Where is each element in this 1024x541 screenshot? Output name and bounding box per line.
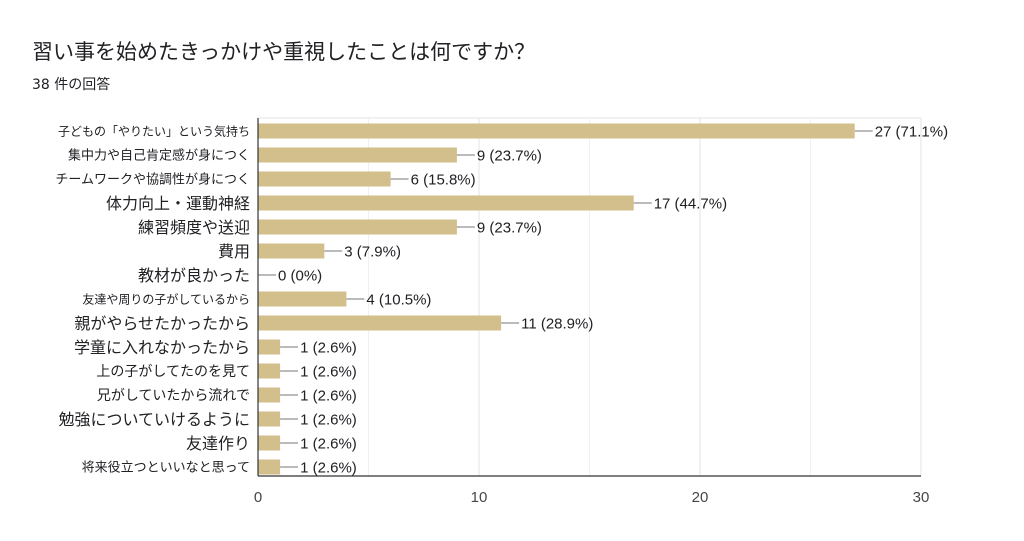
category-label: 教材が良かった bbox=[138, 266, 250, 285]
bar bbox=[258, 339, 281, 355]
response-count: 38 件の回答 bbox=[32, 77, 111, 93]
x-tick-label-0: 0 bbox=[254, 489, 262, 506]
data-label: 27 (71.1%) bbox=[875, 124, 948, 141]
bar bbox=[258, 195, 634, 211]
data-label: 11 (28.9%) bbox=[521, 316, 593, 333]
category-label: 友達や周りの子がしているから bbox=[82, 291, 250, 306]
data-label: 1 (2.6%) bbox=[300, 460, 357, 477]
category-label: 体力向上・運動神経 bbox=[106, 194, 250, 213]
category-label: チームワークや協調性が身につく bbox=[55, 172, 250, 188]
data-label: 3 (7.9%) bbox=[344, 244, 401, 261]
data-label: 9 (23.7%) bbox=[477, 148, 542, 165]
category-label: 上の子がしてたのを見て bbox=[96, 364, 250, 380]
x-tick-label-10: 10 bbox=[471, 489, 488, 506]
data-label: 6 (15.8%) bbox=[411, 172, 476, 189]
category-label: 集中力や自己肯定感が身につく bbox=[68, 148, 250, 164]
data-label: 1 (2.6%) bbox=[300, 436, 357, 453]
x-tick-label-30: 30 bbox=[913, 489, 930, 506]
bar bbox=[258, 363, 281, 379]
bar bbox=[258, 243, 325, 259]
bar bbox=[258, 147, 457, 163]
data-label: 1 (2.6%) bbox=[300, 388, 357, 405]
bar bbox=[258, 387, 281, 403]
category-label: 友達作り bbox=[186, 434, 250, 453]
category-label: 練習頻度や送迎 bbox=[138, 218, 250, 237]
category-label: 費用 bbox=[218, 242, 250, 261]
category-label: 親がやらせたかったから bbox=[74, 314, 250, 333]
bar bbox=[258, 123, 855, 139]
bar bbox=[258, 459, 281, 475]
category-label: 勉強についていけるように bbox=[58, 410, 250, 429]
bar bbox=[258, 219, 457, 235]
category-label: 子どもの「やりたい」という気持ち bbox=[58, 123, 250, 138]
bar bbox=[258, 171, 391, 187]
category-label: 兄がしていたから流れで bbox=[97, 388, 250, 404]
data-label: 0 (0%) bbox=[278, 268, 322, 285]
x-tick-label-20: 20 bbox=[692, 489, 709, 506]
bar bbox=[258, 435, 281, 451]
bar bbox=[258, 291, 347, 307]
data-label: 1 (2.6%) bbox=[300, 340, 357, 357]
data-label: 9 (23.7%) bbox=[477, 220, 542, 237]
data-label: 17 (44.7%) bbox=[654, 196, 727, 213]
chart-title: 習い事を始めたきっかけや重視したことは何ですか？ bbox=[32, 40, 536, 64]
data-label: 1 (2.6%) bbox=[300, 364, 357, 381]
bar bbox=[258, 411, 281, 427]
bar bbox=[258, 315, 502, 331]
data-label: 4 (10.5%) bbox=[366, 292, 431, 309]
category-label: 将来役立つといいなと思って bbox=[82, 461, 250, 476]
category-label: 学童に入れなかったから bbox=[74, 338, 250, 357]
data-label: 1 (2.6%) bbox=[300, 412, 357, 429]
